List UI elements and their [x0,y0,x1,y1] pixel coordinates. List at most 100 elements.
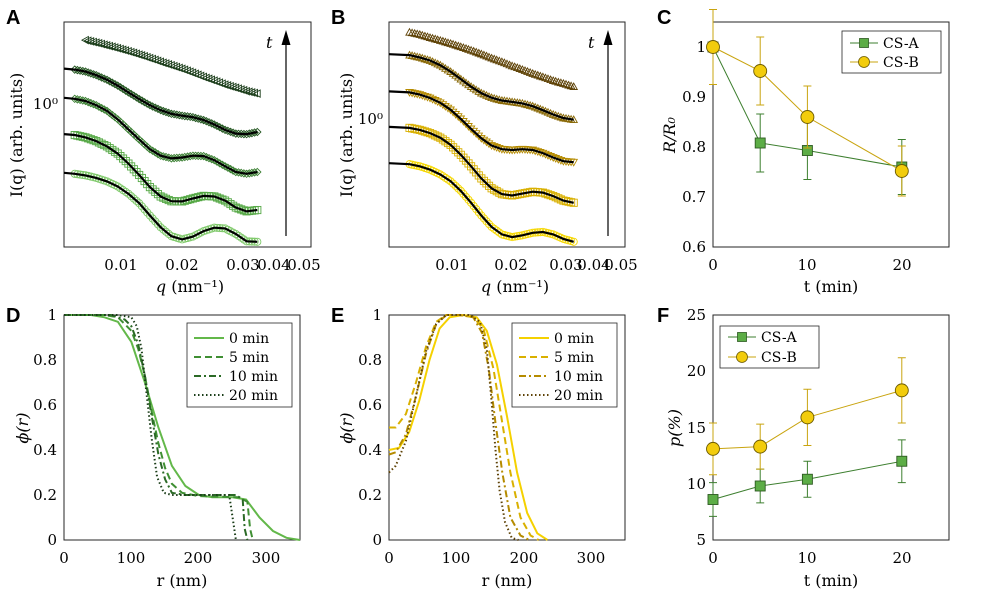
panel-d-profile-line [64,314,249,541]
panel-b-data-point [569,82,579,90]
panel-f-legend-marker-b [736,351,748,363]
panel-b-data-point [556,195,565,204]
panel-e-label: E [331,305,344,327]
panel-a-xtick: 0.05 [287,256,320,274]
panel-e: E 0 100 200 300 0 0.2 0.4 0.6 0.8 1 r (n… [331,305,626,590]
panel-a-data-point [86,135,95,144]
panel-b-data-point [551,76,561,85]
panel-f-series-line [712,460,902,500]
panel-b-ylabel: I(q) (arb. units) [337,73,356,198]
panel-b-data-point [495,228,504,237]
panel-e-ytick: 0.8 [358,351,382,369]
panel-c-ytick: 0.9 [682,88,706,106]
panel-b-label: B [331,7,345,29]
panel-a-data-point [148,214,157,223]
panel-a-data-point [113,149,122,158]
panel-f-data-point [896,455,908,467]
panel-d-plot [64,314,301,541]
panel-d-yticks: 0 0.2 0.4 0.6 0.8 1 [33,306,57,549]
panel-a-arrow-label: t [266,33,273,52]
panel-b-data-point [482,179,491,188]
panel-b-data-point [479,176,488,185]
panel-a-data-point [196,151,206,161]
panel-a-data-point [159,225,168,234]
panel-b-data-point [456,150,465,159]
panel-b-data-point [561,79,571,88]
panel-a-data-point [161,194,171,203]
panel-a-data-point [137,51,146,60]
panel-a-data-point [113,43,122,53]
panel-a-label: A [6,7,20,29]
panel-a-data-point [156,57,164,67]
panel-f-data-point [753,439,768,454]
panel-b-xtick: 0.05 [604,256,637,274]
panel-a-data-point [121,46,130,55]
panel-a-data-point [97,39,105,49]
panel-a-data-point [182,66,191,76]
panel-b-data-point [489,54,499,63]
panel-f-legend: CS-A CS-B [719,325,820,369]
panel-f-plot [706,357,909,517]
panel-f-series-cs-b [706,357,909,476]
panel-f-ytick: 10 [687,475,706,493]
panel-c-ytick: 0.7 [682,188,706,206]
panel-b-data-point [443,175,453,184]
panel-a-data-point [242,86,250,96]
panel-a-data-point [153,220,163,229]
panel-c-data-point [894,164,909,178]
panel-b-data-point [505,60,514,69]
panel-a-data-point [123,46,132,56]
panel-b-xlabel-unit: (nm⁻¹) [491,277,549,296]
panel-b-data-point [541,73,550,82]
panel-b-data-point [543,190,553,199]
panel-b-data-point [428,130,437,139]
panel-f-xtick: 0 [708,549,718,567]
panel-a-data-point [174,63,183,73]
panel-c: C 0 10 20 0.6 0.7 0.8 0.9 1 t (min) R/R₀… [657,7,950,296]
panel-b-data-point [451,181,460,191]
panel-f-data-point [801,473,813,485]
panel-a-data-point [220,80,229,89]
panel-b-fit-curve [388,162,574,243]
panel-f-yticks: 5 10 15 20 25 [687,306,706,549]
panel-e-profile-line [389,314,540,541]
panel-a-data-point [229,201,238,210]
panel-d-xtick: 0 [59,549,69,567]
panel-a-fit-curve [63,96,258,175]
panel-b-data-point [566,81,576,90]
panel-e-xticks: 0 100 200 300 [384,549,605,567]
panel-e-ytick: 1 [372,306,382,324]
panel-a-data-point [80,35,89,45]
panel-b-data-point [412,29,422,38]
panel-c-yticks: 0.6 0.7 0.8 0.9 1 [682,38,706,256]
panel-a-data-point [121,157,130,166]
panel-a-data-point [99,40,108,50]
panel-f-ytick: 5 [696,531,706,549]
panel-a-data-point [119,186,128,195]
panel-b-data-point [474,171,483,180]
panel-a-ytick: 10⁰ [33,95,58,113]
panel-a-data-point [132,168,141,177]
panel-d-xtick: 200 [184,549,213,567]
panel-a-data-point [250,88,258,98]
panel-d-ytick: 0 [47,531,57,549]
panel-a-data-point [228,82,237,92]
panel-a-data-point [225,81,234,91]
panel-b-fit-curve [388,90,574,164]
panel-f-series-cs-a [707,439,908,517]
panel-b-data-point [528,68,538,77]
panel-e-ytick: 0.4 [358,441,382,459]
panel-f-data-point [754,480,766,492]
panel-a-data-point [105,41,113,51]
panel-b-data-point [461,156,471,165]
panel-a-data-point [113,182,122,191]
panel-a-data-point [134,50,143,59]
panel-a-fit-curve [63,171,258,243]
panel-a-data-point [231,83,240,93]
panel-d-legend: 0 min 5 min 10 min 20 min [186,322,293,408]
panel-a-data-point [151,187,160,196]
panel-a-data-point [139,51,148,61]
panel-a-data-point [145,53,154,63]
panel-e-legend-label: 0 min [554,331,594,347]
panel-b-data-point [448,39,458,48]
